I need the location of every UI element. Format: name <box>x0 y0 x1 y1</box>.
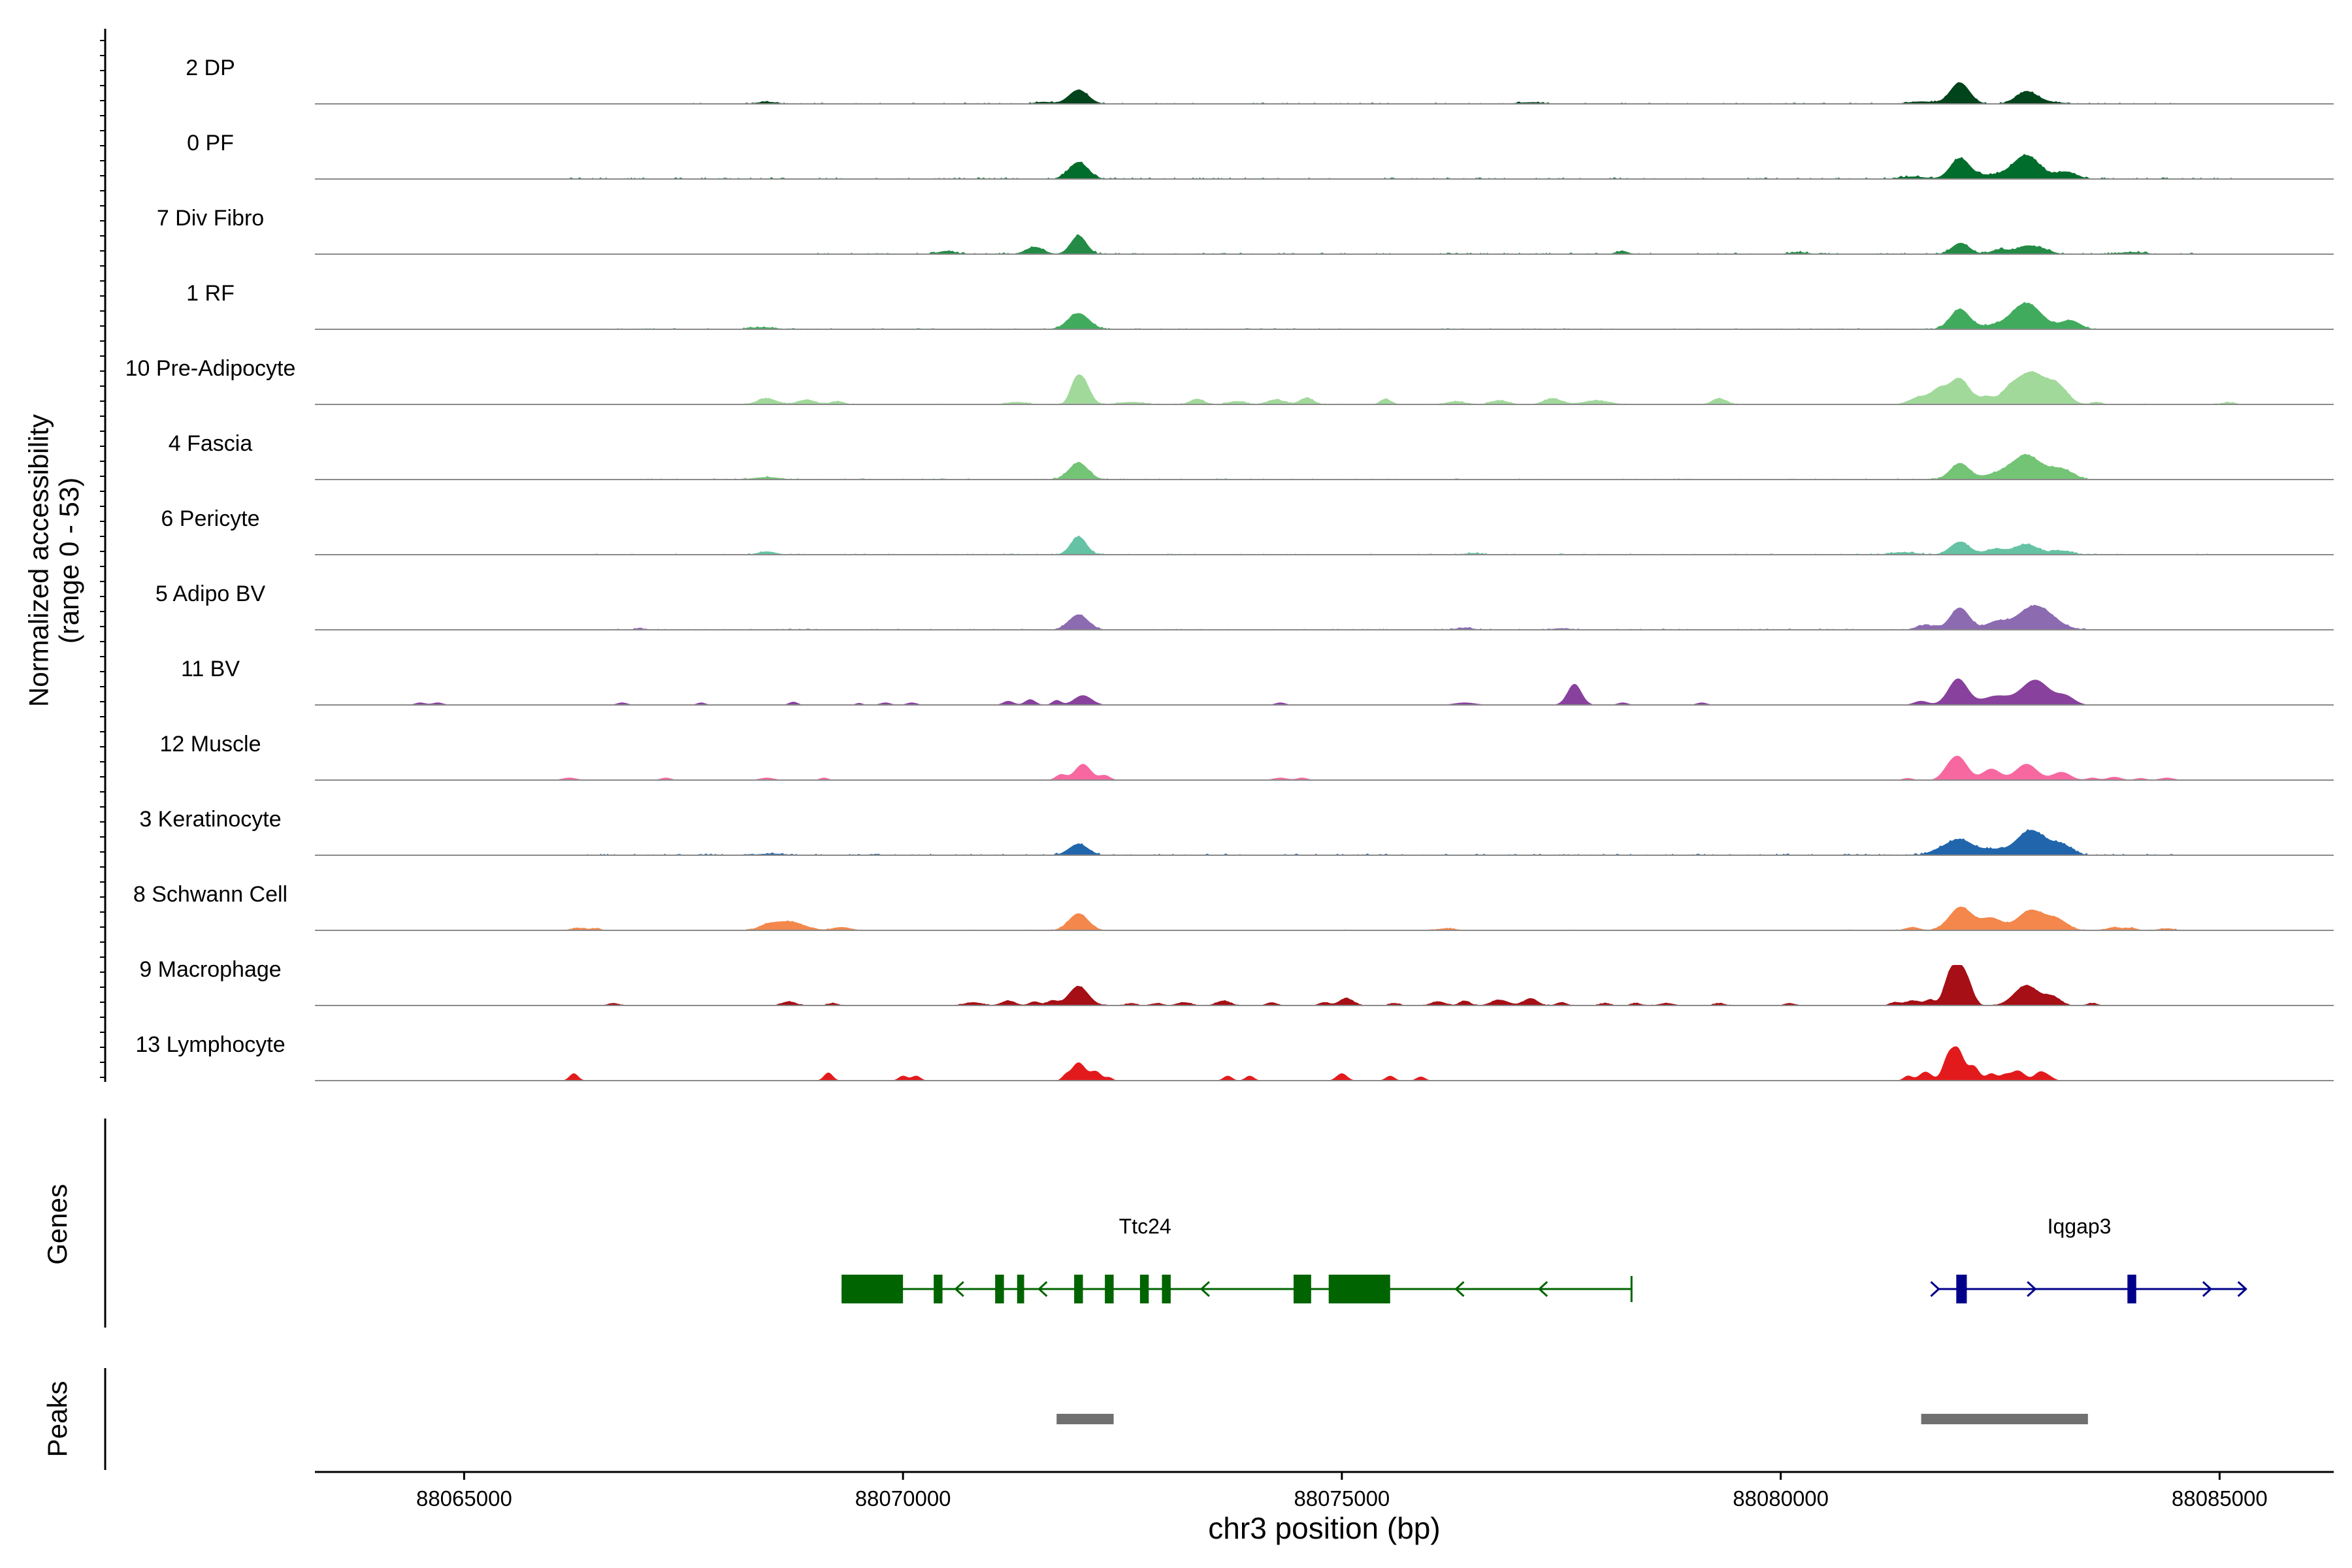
track-coverage <box>315 678 2334 705</box>
peaks-label: Peaks <box>42 1381 73 1458</box>
track-label: 3 Keratinocyte <box>139 807 281 832</box>
track: 9 Macrophage <box>139 957 2334 1006</box>
track-label: 4 Fascia <box>169 431 253 456</box>
track: 0 PF <box>187 131 2334 180</box>
track-label: 7 Div Fibro <box>157 206 264 231</box>
track-coverage <box>315 965 2334 1005</box>
track-coverage <box>315 906 2334 930</box>
track: 3 Keratinocyte <box>139 807 2334 856</box>
gene-exon <box>995 1275 1004 1303</box>
gene: Iqgap3 <box>1930 1215 2247 1303</box>
gene-strand-arrow <box>2202 1281 2213 1298</box>
gene-exon <box>1074 1275 1083 1303</box>
genes-label: Genes <box>42 1184 73 1265</box>
gene-strand-arrow <box>1454 1281 1465 1298</box>
x-tick-label: 88085000 <box>2172 1486 2268 1511</box>
track: 13 Lymphocyte <box>135 1032 2334 1081</box>
track-label: 12 Muscle <box>160 732 261 757</box>
peak-region <box>1921 1414 2088 1424</box>
x-tick-label: 88070000 <box>855 1486 951 1511</box>
gene-strand-arrow <box>954 1281 964 1298</box>
track-coverage <box>315 535 2334 555</box>
peak-region <box>1056 1414 1114 1424</box>
gene-label: Ttc24 <box>1119 1215 1171 1238</box>
track-label: 9 Macrophage <box>139 957 281 982</box>
genes-panel-label: Genes <box>42 1184 73 1265</box>
track: 11 BV <box>181 657 2334 706</box>
track: 8 Schwann Cell <box>133 882 2334 931</box>
track-coverage <box>315 453 2334 480</box>
track-label: 11 BV <box>181 657 240 681</box>
y-axis-title-line: Normalized accessibility <box>24 414 54 707</box>
gene-exon <box>841 1275 904 1303</box>
track-coverage <box>315 234 2334 254</box>
gene-exon <box>1017 1275 1024 1303</box>
track-label: 10 Pre-Adipocyte <box>125 356 296 381</box>
track: 5 Adipo BV <box>155 581 2334 630</box>
y-axis-ticks <box>100 40 105 1078</box>
track-label: 2 DP <box>186 56 235 80</box>
x-axis-ticks: 88065000 88070000 88075000 88080000 88085000 <box>416 1472 2268 1511</box>
track-coverage <box>315 755 2334 780</box>
track: 7 Div Fibro <box>157 206 2334 255</box>
track-coverage <box>315 1046 2334 1081</box>
track-label: 13 Lymphocyte <box>135 1032 285 1057</box>
gene-exon <box>1105 1275 1114 1303</box>
gene-label: Iqgap3 <box>2048 1215 2112 1238</box>
track-coverage <box>315 829 2334 855</box>
x-tick-label: 88075000 <box>1294 1486 1390 1511</box>
peak-regions <box>1056 1414 2088 1424</box>
track: 12 Muscle <box>160 732 2334 781</box>
gene-models: Ttc24 Iqgap3 <box>841 1215 2247 1303</box>
gene-strand-arrow <box>1200 1281 1210 1298</box>
track: 6 Pericyte <box>161 506 2334 555</box>
gene-exon <box>2127 1275 2136 1303</box>
track-label: 5 Adipo BV <box>155 581 266 606</box>
x-axis-title: chr3 position (bp) <box>1208 1511 1440 1545</box>
peaks-panel-label: Peaks <box>42 1381 73 1458</box>
coverage-tracks: 2 DP 0 PF 7 Div Fibro 1 RF 10 Pre-Adipocyte 4… <box>125 56 2334 1081</box>
gene-exon <box>1162 1275 1171 1303</box>
track-label: 0 PF <box>187 131 234 155</box>
track-coverage <box>315 370 2334 404</box>
x-tick-label: 88065000 <box>416 1486 512 1511</box>
track-coverage <box>315 82 2334 104</box>
gene-exon <box>1328 1275 1390 1303</box>
track-label: 1 RF <box>186 281 235 306</box>
gene-strand-arrow <box>1537 1281 1548 1298</box>
gene-exon <box>1293 1275 1311 1303</box>
y-axis-title-line: (range 0 - 53) <box>54 478 84 644</box>
gene-strand-arrow <box>1930 1281 1940 1298</box>
track: 1 RF <box>186 281 2334 330</box>
y-axis-title: Normalized accessibility(range 0 - 53) <box>24 414 84 707</box>
gene-exon <box>934 1275 943 1303</box>
track-label: 6 Pericyte <box>161 506 259 531</box>
track-coverage <box>315 302 2334 329</box>
track: 4 Fascia <box>169 431 2334 480</box>
track-coverage <box>315 154 2334 179</box>
gene-strand-arrow <box>2027 1281 2037 1298</box>
gene-exon <box>1956 1275 1967 1303</box>
x-tick-label: 88080000 <box>1733 1486 1829 1511</box>
gene-exon <box>1139 1275 1149 1303</box>
track: 10 Pre-Adipocyte <box>125 356 2334 405</box>
track-label: 8 Schwann Cell <box>133 882 287 907</box>
svg-text:Normalized accessibility(range: Normalized accessibility(range 0 - 53) <box>24 414 84 707</box>
track: 2 DP <box>186 56 2334 105</box>
track-coverage <box>315 604 2334 630</box>
gene-strand-arrow <box>2237 1281 2247 1298</box>
gene: Ttc24 <box>841 1215 1633 1303</box>
gene-strand-arrow <box>1037 1281 1048 1298</box>
